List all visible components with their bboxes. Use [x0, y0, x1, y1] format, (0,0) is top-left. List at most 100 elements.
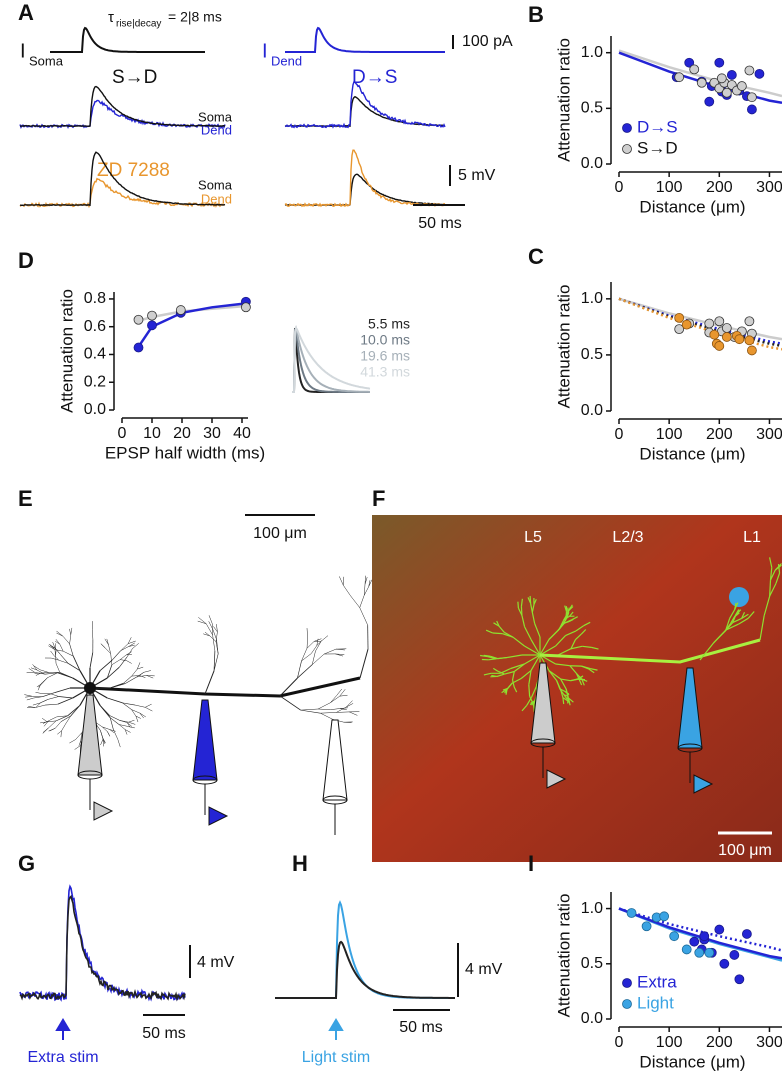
dendrite	[306, 641, 315, 649]
data-point	[659, 911, 670, 922]
tau-values: = 2|8 ms	[168, 9, 222, 25]
dendrite	[100, 730, 104, 739]
dendrite	[58, 659, 69, 664]
y-tick-label: 0.5	[581, 100, 603, 117]
fluorescent-dendrite	[555, 663, 570, 667]
dendrite	[364, 577, 368, 585]
dendrite	[60, 654, 69, 664]
pipette	[192, 699, 218, 781]
dendrite	[336, 648, 345, 651]
dendrite	[109, 729, 116, 732]
fluorescent-dendrite	[575, 625, 584, 632]
fluorescent-dendrite	[569, 665, 577, 674]
dendrite	[70, 627, 73, 636]
fluorescent-dendrite	[566, 612, 570, 618]
dendrite	[204, 670, 215, 695]
dendrite	[213, 626, 218, 633]
dendrite	[317, 702, 331, 710]
layer-label: L5	[524, 529, 542, 546]
y-tick-label: 0.4	[84, 346, 106, 363]
data-point	[689, 936, 700, 947]
data-point	[716, 73, 727, 84]
dendrite	[78, 740, 82, 746]
light-spot	[729, 587, 749, 607]
dendrite	[100, 739, 104, 746]
dendrite	[35, 692, 42, 694]
fluorescent-dendrite	[581, 679, 585, 686]
panel-letter: C	[528, 244, 544, 269]
fluorescent-dendrite	[734, 602, 737, 610]
dendrite	[104, 638, 109, 646]
dendrite	[59, 644, 64, 652]
fluorescent-dendrite	[738, 617, 749, 625]
panel-letter: E	[18, 486, 33, 511]
data-point	[681, 944, 692, 955]
x-tick-label: 40	[233, 425, 251, 442]
dendrite	[49, 728, 56, 732]
fluorescent-dendrite	[521, 704, 528, 712]
dendrite	[126, 660, 132, 664]
dendrite	[109, 683, 124, 689]
x-axis-label: Distance (μm)	[639, 197, 745, 216]
current-sub: Soma	[29, 53, 64, 68]
fluorescent-dendrite	[489, 655, 498, 660]
tau: τ	[108, 9, 114, 26]
dendrite	[102, 726, 108, 732]
fluorescent-dendrite	[520, 598, 523, 607]
data-point	[133, 314, 144, 325]
panel-letter: D	[18, 248, 34, 273]
dendrite	[125, 676, 137, 684]
soma	[84, 682, 96, 694]
fluorescent-dendrite	[580, 629, 587, 635]
fluorescent-dendrite	[769, 567, 773, 581]
fluorescent-dendrite	[734, 612, 740, 618]
fluorescent-dendrite	[730, 616, 736, 624]
x-axis-label: EPSP half width (ms)	[105, 443, 265, 462]
panel-letter: A	[18, 0, 34, 25]
dendrite	[137, 666, 144, 670]
dendrite	[110, 717, 120, 725]
dendrite	[312, 653, 325, 665]
dendrite	[306, 628, 308, 638]
dendrite	[119, 656, 128, 668]
fluorescent-dendrite	[568, 697, 574, 703]
fluorescent-axon	[539, 638, 761, 664]
scale-label: 50 ms	[418, 215, 462, 232]
dendrite	[55, 663, 61, 673]
dendrite	[128, 640, 136, 644]
dendrite	[102, 737, 106, 744]
panel-letter: F	[372, 486, 385, 511]
dendrite	[336, 711, 350, 713]
fluorescent-dendrite	[521, 615, 526, 627]
x-tick-label: 0	[118, 425, 127, 442]
legend-label: S→D	[637, 138, 678, 157]
dendrite	[43, 720, 49, 727]
y-tick-label: 0.5	[581, 346, 603, 363]
fluorescent-dendrite	[524, 654, 541, 665]
dendrite	[339, 576, 344, 586]
fluorescent-dendrite	[483, 672, 492, 676]
trace	[275, 940, 455, 999]
dendrite	[36, 702, 41, 708]
fluorescent-dendrite	[590, 668, 598, 671]
waveform-label: 5.5 ms	[368, 316, 410, 332]
fluorescent-dendrite	[523, 626, 532, 640]
amplifier	[208, 806, 229, 826]
dendrite	[106, 638, 109, 645]
legend-marker	[622, 978, 632, 988]
trace	[284, 95, 445, 128]
x-tick-label: 0	[615, 179, 624, 196]
dendrite	[359, 607, 368, 626]
dendrite	[50, 650, 55, 656]
dendrite	[316, 639, 323, 646]
y-tick-label: 0.0	[581, 1010, 603, 1027]
fluorescent-dendrite	[570, 645, 583, 650]
dendrite	[335, 653, 345, 655]
dendrite	[74, 745, 81, 750]
dendrite	[120, 643, 129, 651]
dendrite	[65, 715, 71, 725]
dendrite	[111, 659, 121, 665]
dendrite	[62, 636, 70, 645]
stim-label: Extra stim	[27, 1049, 98, 1066]
x-tick-label: 200	[706, 179, 733, 196]
